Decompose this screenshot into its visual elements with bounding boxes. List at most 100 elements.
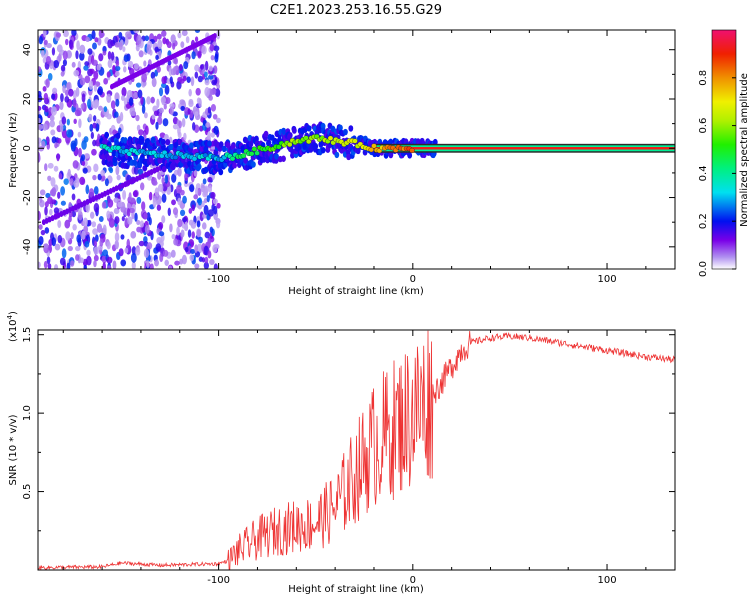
carrier-halo [251, 161, 256, 168]
spectrogram-cell [93, 84, 98, 92]
spectrogram-cell [194, 244, 198, 253]
spectrogram-cell [40, 229, 46, 236]
spectrogram-cell [46, 256, 51, 265]
spectrogram-cell [214, 88, 221, 97]
carrier-halo [355, 147, 361, 155]
spectrogram-cell [196, 97, 201, 104]
spectrogram-cell [79, 52, 85, 61]
spectrogram-cell [166, 41, 172, 49]
spectrogram-cell [155, 199, 160, 206]
spectrogram-cell [39, 195, 43, 204]
spectrogram-cell [112, 64, 116, 75]
spectrogram-cell [137, 168, 144, 175]
spectrogram-cell [157, 39, 163, 50]
spectrogram-cell [167, 207, 171, 217]
spectrogram-cell [194, 71, 199, 79]
spectrogram-cell [158, 222, 164, 230]
spectrogram-cell [60, 200, 66, 206]
spectrogram-cell [197, 197, 203, 206]
spectrogram-cell [196, 229, 201, 238]
spectrogram-cell [138, 50, 144, 58]
carrier-point [305, 139, 312, 145]
spectrogram-cell [70, 232, 74, 240]
spectrogram-cell [133, 91, 138, 99]
spectrogram-cell [163, 103, 167, 110]
spectrogram-cell [177, 197, 182, 206]
spectrogram-cell [42, 30, 47, 38]
spectrogram-cell [117, 201, 122, 208]
snr-xlabel: Height of straight line (km) [288, 584, 424, 595]
spectrogram-cell [39, 189, 46, 196]
spectrogram-cell [211, 203, 215, 211]
spectrogram-cell [41, 123, 48, 131]
spectrogram-cell [177, 131, 182, 139]
spectrogram-cell [51, 187, 57, 197]
spectrogram-cell [152, 198, 157, 208]
spectrogram-cell [201, 257, 206, 263]
colorbar-gradient [712, 30, 736, 269]
spectrogram-cell [74, 109, 81, 117]
spectrogram-cell [130, 252, 137, 263]
spectrogram-cell [140, 96, 144, 105]
spectrogram-cell [82, 167, 88, 174]
spectrogram-cell [202, 178, 207, 185]
spectrogram-cell [54, 264, 59, 269]
spectrogram-cell [122, 189, 127, 200]
spectrogram-cell [44, 163, 48, 172]
y-tick-label: 1.5 [22, 327, 33, 343]
spectrogram-cell [198, 236, 203, 244]
spectrogram-cell [91, 101, 96, 109]
spectrogram-cell [82, 217, 88, 227]
spectrogram-cell [66, 129, 73, 138]
spectrogram-cell [193, 170, 198, 177]
spectrogram-cell [170, 249, 176, 258]
y-tick-label: 0 [22, 145, 33, 151]
carrier-halo [286, 133, 292, 140]
spectrogram-cell [156, 98, 160, 109]
spectrogram-cell [156, 204, 162, 211]
spectrogram-cell [107, 59, 113, 69]
colorbar: 0.0 0.2 0.4 0.6 0.8 Normalized spectral ampl… [698, 29, 750, 277]
spectrogram-cell [162, 37, 167, 45]
spectrogram-frame [37, 29, 676, 270]
spectrogram-cell [161, 215, 166, 224]
spectrogram-cell [115, 59, 120, 67]
carrier-halo [263, 130, 269, 138]
spectrogram-cell [164, 259, 169, 266]
spectrogram-cell [75, 254, 80, 261]
y-tick-label: 20 [22, 93, 33, 106]
spectrogram-cell [204, 86, 210, 97]
carrier-halo [161, 165, 167, 173]
spectrogram-cell [170, 34, 176, 44]
spectrogram-cell [93, 186, 99, 195]
y-tick-label: 40 [22, 43, 33, 56]
spectrogram-cell [203, 198, 208, 204]
spectrogram-cell [73, 69, 80, 77]
spectrogram-cell [81, 93, 86, 103]
spectrogram-cell [91, 30, 96, 40]
carrier-point [248, 151, 255, 157]
spectrogram-cell [133, 165, 139, 175]
spectrogram-cell [56, 153, 60, 162]
spectrogram-cell [207, 106, 212, 114]
carrier-halo [157, 157, 163, 164]
spectrogram-cell [47, 263, 52, 269]
carrier-halo [248, 140, 254, 148]
spectrogram-cell [80, 154, 86, 162]
carrier-halo [207, 140, 212, 147]
spectrogram-cell [71, 210, 77, 218]
carrier-halo [104, 131, 110, 139]
spectrogram-cell [141, 201, 146, 211]
carrier-halo [122, 137, 128, 144]
spectrogram-cell [61, 116, 67, 125]
spectrogram-cell [52, 87, 58, 94]
carrier-point [368, 147, 375, 153]
carrier-point [371, 143, 377, 149]
spectrogram-ticks: -100 0 100 -40 -20 0 20 40 [22, 30, 675, 285]
spectrogram-cell [161, 176, 165, 185]
figure-title: C2E1.2023.253.16.55.G29 [270, 3, 442, 18]
spectrogram-cell [106, 265, 112, 269]
spectrogram-cell [64, 89, 70, 97]
spectrogram-cell [192, 121, 196, 131]
spectrogram-cell [118, 127, 122, 135]
